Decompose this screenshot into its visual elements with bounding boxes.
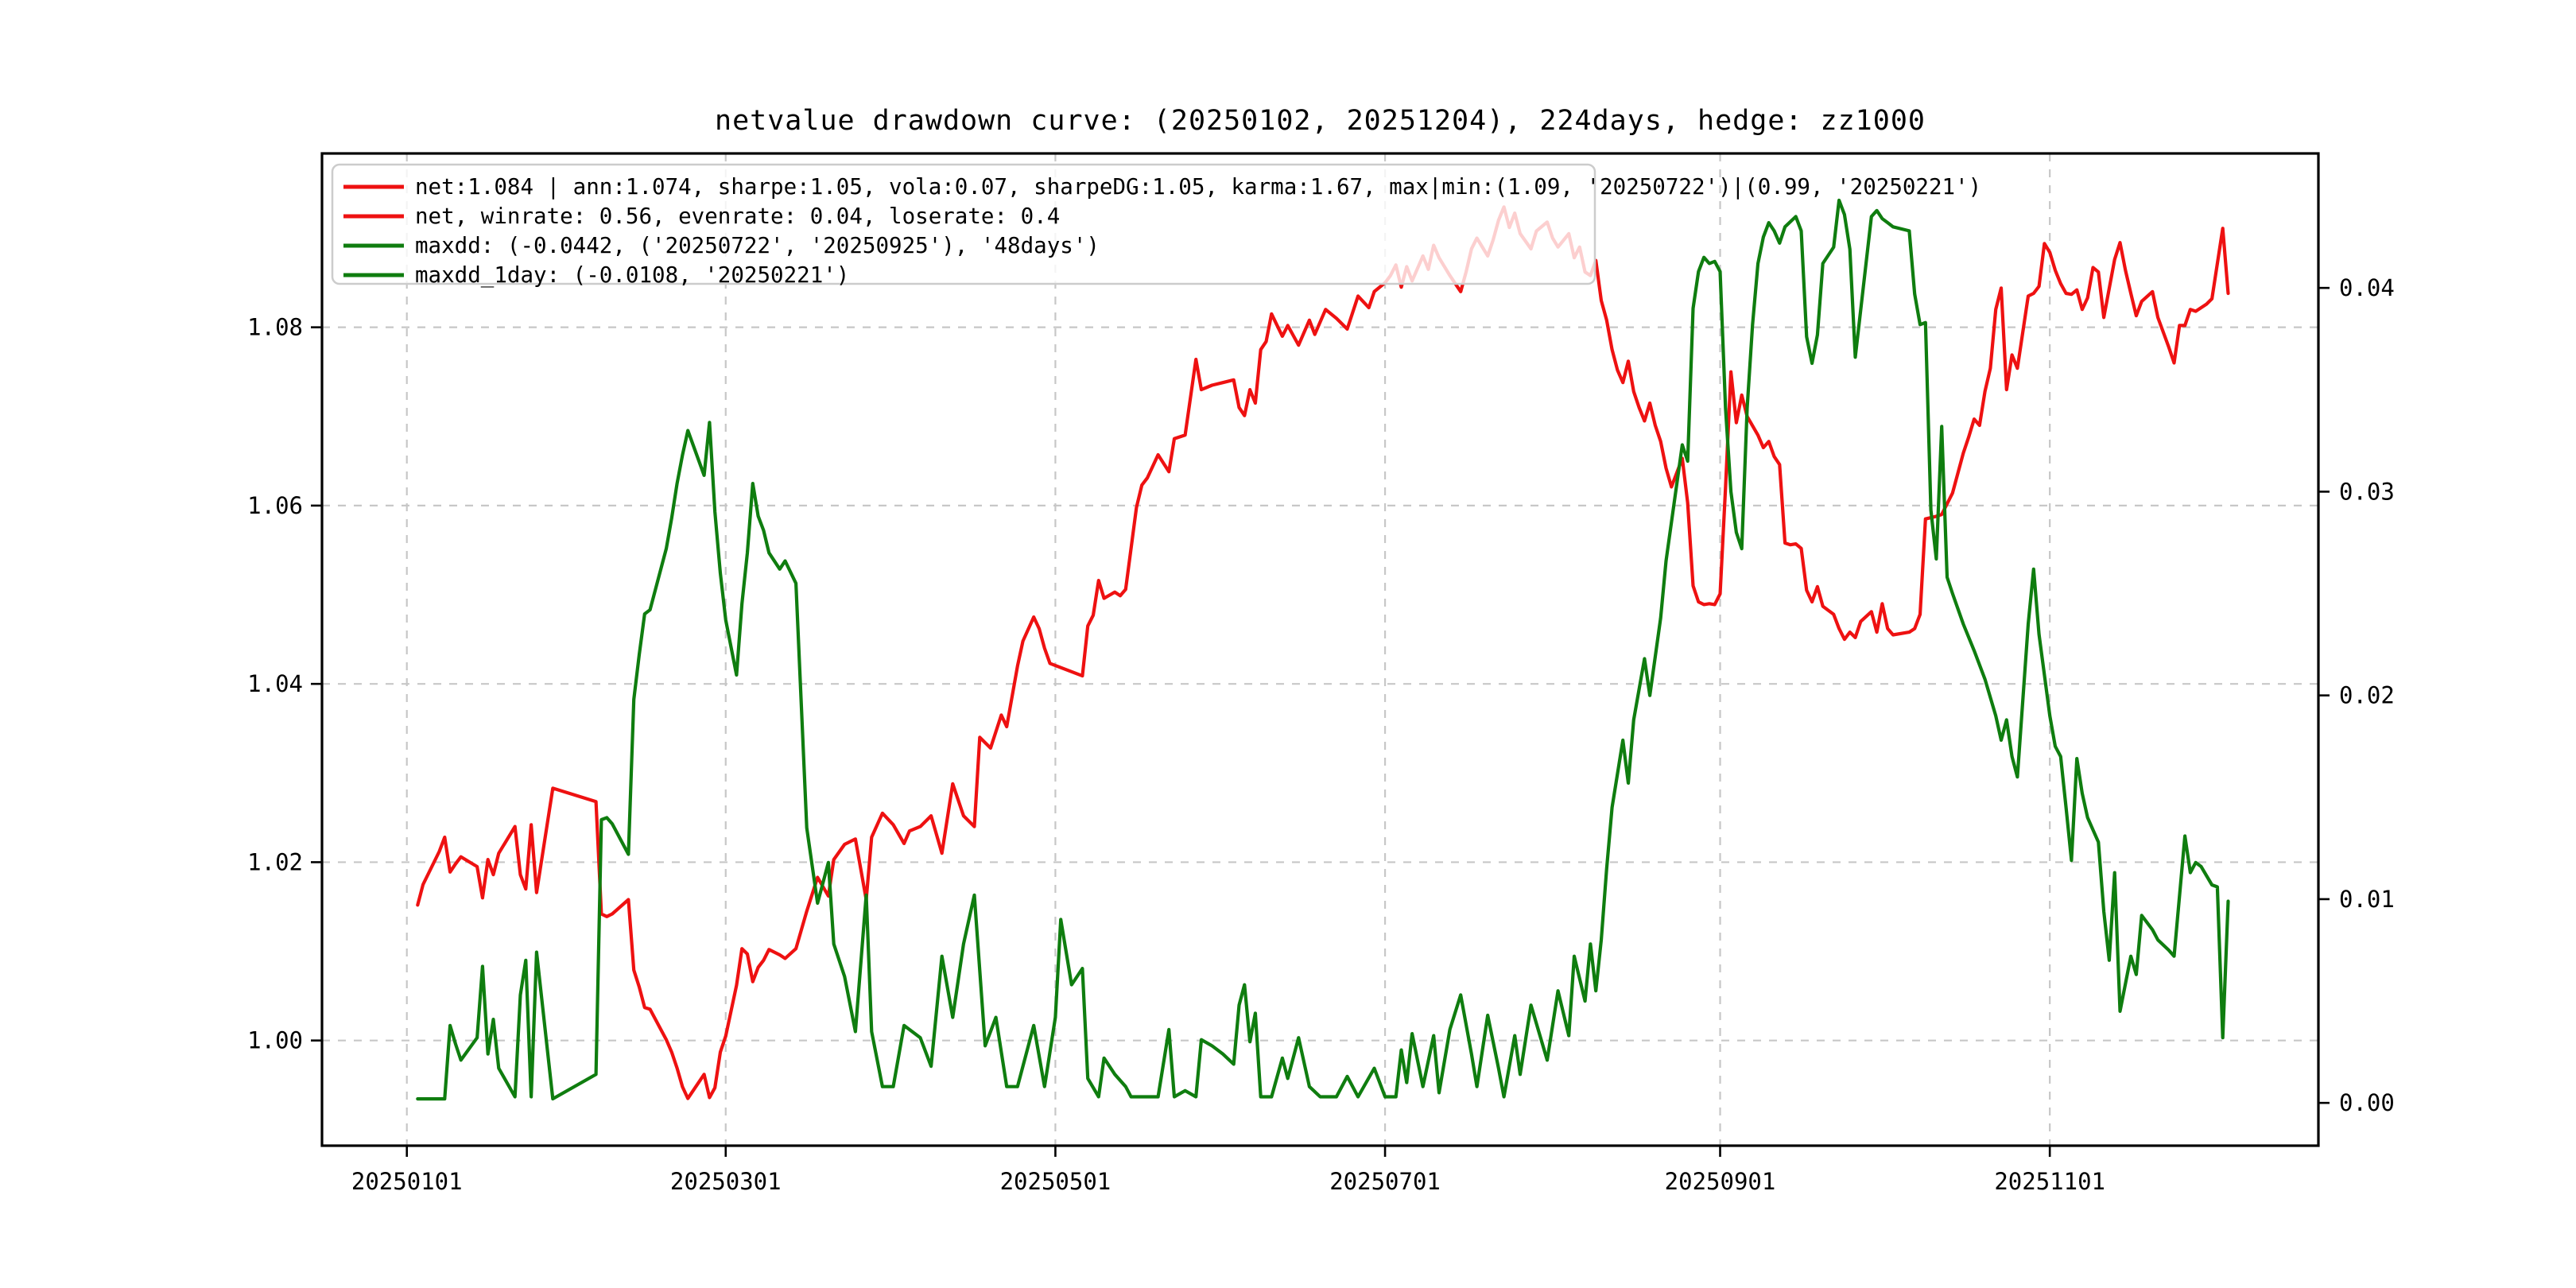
plot-border xyxy=(320,152,2320,1147)
y-left-tick-label: 1.00 xyxy=(247,1027,303,1054)
net-line xyxy=(416,205,2230,1100)
x-tick-label: 20250501 xyxy=(1000,1168,1111,1195)
y-right-tick-label: 0.01 xyxy=(2339,886,2395,913)
y-right-tick-label: 0.00 xyxy=(2339,1089,2395,1116)
x-tick-label: 20251101 xyxy=(1994,1168,2105,1195)
y-right-tick-label: 0.02 xyxy=(2339,682,2395,709)
y-right-tick-label: 0.04 xyxy=(2339,274,2395,301)
x-tick-label: 20250101 xyxy=(351,1168,463,1195)
legend-box xyxy=(331,163,1596,285)
maxdd-line xyxy=(416,198,2230,1101)
legend-label: maxdd: (-0.0442, ('20250722', '20250925'… xyxy=(415,233,1100,258)
x-tick-label: 20250701 xyxy=(1329,1168,1441,1195)
y-right-tick-label: 0.03 xyxy=(2339,478,2395,505)
y-left-tick-label: 1.08 xyxy=(247,314,303,341)
y-left-tick-label: 1.04 xyxy=(247,670,303,697)
x-tick-label: 20250301 xyxy=(670,1168,782,1195)
y-left-tick-label: 1.02 xyxy=(247,848,303,875)
legend-label: net:1.084 | ann:1.074, sharpe:1.05, vola… xyxy=(415,174,1981,200)
chart-title: netvalue drawdown curve: (20250102, 2025… xyxy=(715,105,1926,137)
legend-label: net, winrate: 0.56, evenrate: 0.04, lose… xyxy=(415,204,1060,229)
x-tick-label: 20250901 xyxy=(1665,1168,1776,1195)
y-left-tick-label: 1.06 xyxy=(247,492,303,519)
legend-label: maxdd_1day: (-0.0108, '20250221') xyxy=(415,262,849,289)
